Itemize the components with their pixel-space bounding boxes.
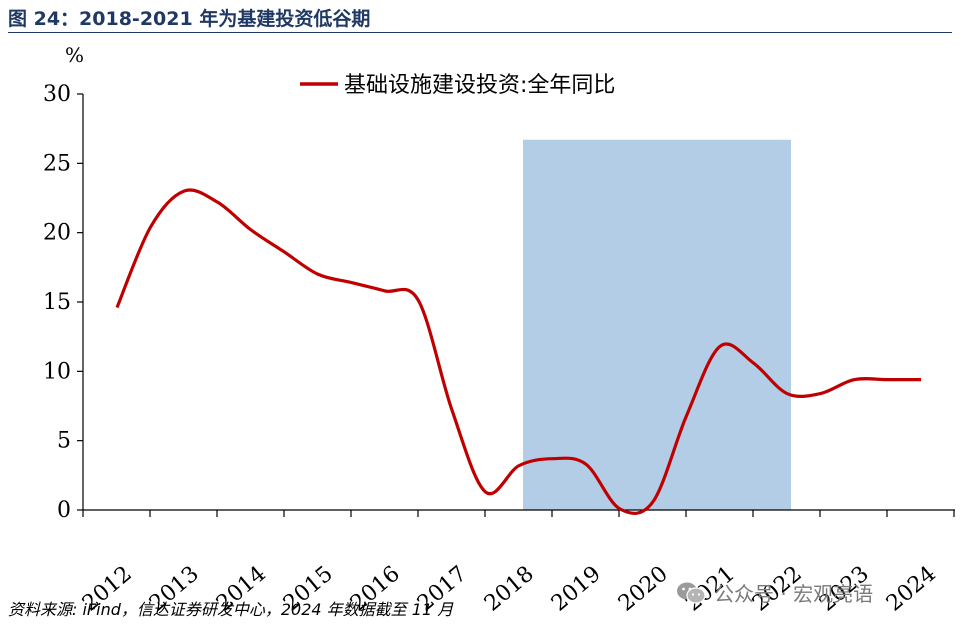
y-tick-label: 0: [57, 498, 71, 523]
series-line: [115, 188, 921, 515]
legend: 基础设施建设投资:全年同比: [300, 73, 615, 98]
y-tick-label: 15: [43, 290, 71, 315]
y-tick-label: 10: [43, 359, 71, 384]
x-tick-label: 2020: [614, 561, 673, 616]
y-tick-label: 25: [43, 151, 71, 176]
y-tick-label: 5: [57, 429, 71, 454]
legend-label: 基础设施建设投资:全年同比: [344, 73, 615, 98]
x-tick-label: 2018: [480, 561, 539, 616]
watermark: 公众号 · 宏观亮语: [676, 578, 873, 607]
y-tick-label: 30: [43, 82, 71, 107]
y-axis-unit: %: [65, 43, 84, 67]
watermark-text: 公众号 · 宏观亮语: [714, 582, 874, 606]
x-tick-label: 2024: [882, 561, 941, 616]
wechat-icon: [677, 582, 706, 604]
shaded-period-layer: [523, 139, 791, 510]
shaded-period: [523, 139, 791, 510]
figure-title: 图 24：2018-2021 年为基建投资低谷期: [8, 8, 371, 30]
source-note: 资料来源: iFind，信达证券研发中心，2024 年数据截至 11 月: [8, 600, 454, 619]
series-layer: [115, 188, 921, 515]
title-divider: [8, 32, 952, 33]
y-tick-label: 20: [43, 221, 71, 246]
x-tick-label: 2019: [547, 561, 606, 616]
